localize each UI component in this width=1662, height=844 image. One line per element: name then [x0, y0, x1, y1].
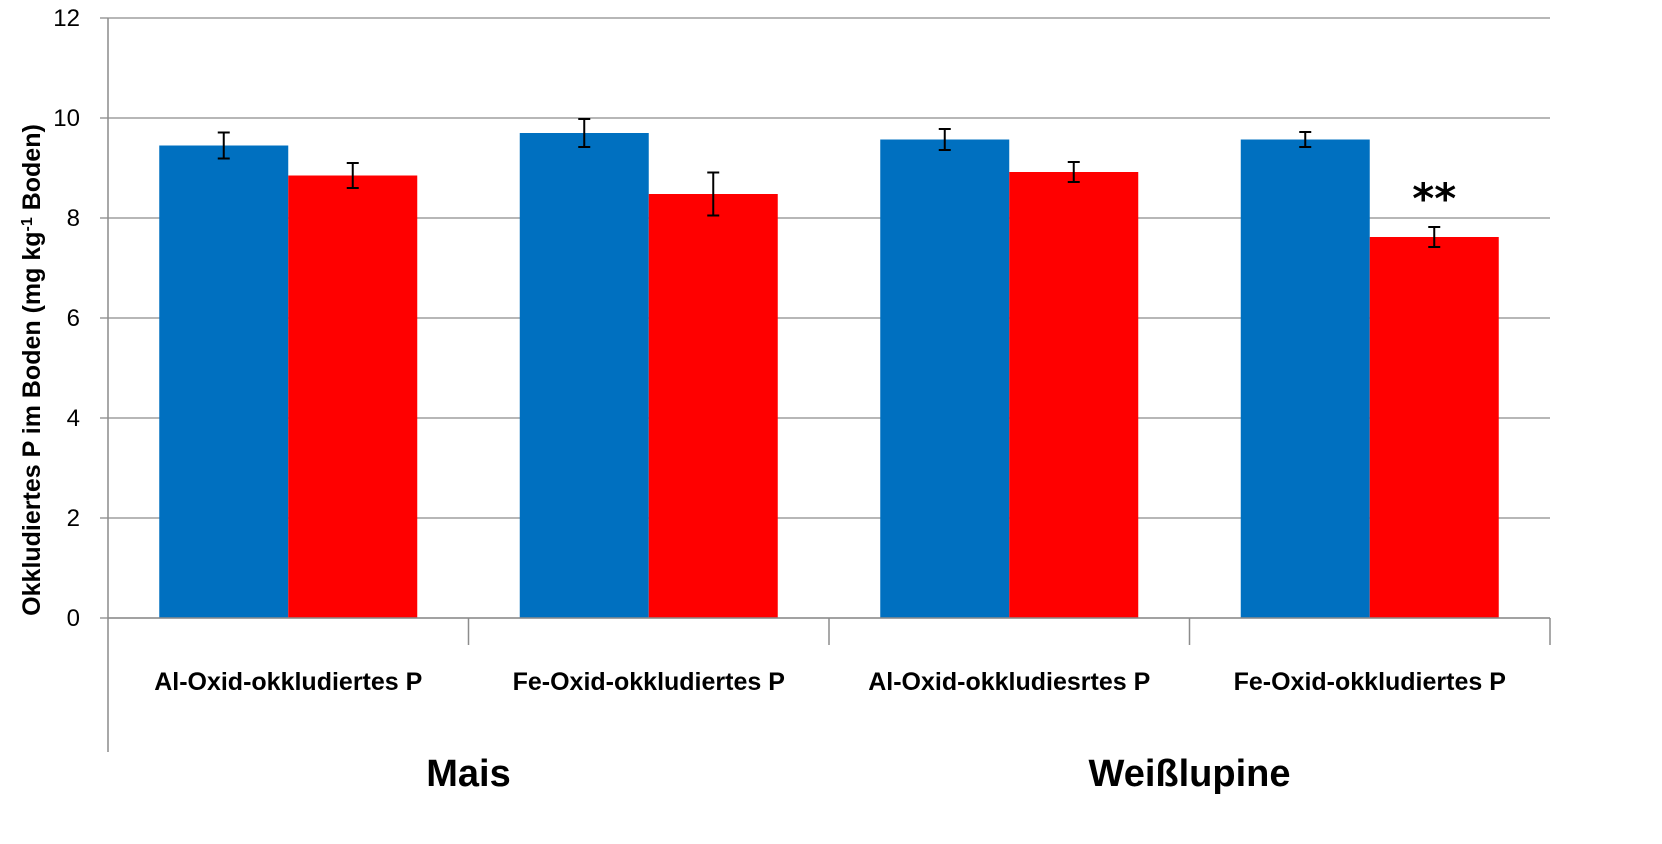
error-bar [707, 171, 720, 217]
bar [648, 194, 778, 618]
y-axis-title-end: Boden) [18, 124, 46, 217]
y-tick-label: 4 [67, 405, 80, 432]
bar [159, 145, 289, 618]
category-label: Al-Oxid-okkludiertes P [154, 668, 422, 696]
y-tick-label: 10 [53, 105, 80, 132]
bar [1369, 237, 1499, 618]
y-tick-label: 6 [67, 305, 80, 332]
group-label: Weißlupine [1089, 753, 1291, 795]
bar [880, 139, 1010, 618]
category-label: Fe-Oxid-okkludiertes P [513, 668, 785, 696]
error-bar [346, 162, 359, 189]
y-axis-title: Okkludiertes P im Boden (mg kg-1 Boden) [18, 124, 46, 616]
error-bar [938, 128, 951, 151]
bar [1240, 139, 1370, 618]
error-bar [1299, 131, 1312, 148]
category-label: Al-Oxid-okkludiesrtes P [868, 668, 1150, 696]
axes [100, 17, 1551, 752]
y-tick-label: 2 [67, 505, 80, 532]
error-bar [217, 131, 230, 160]
y-axis-title-superscript: -1 [19, 217, 36, 231]
y-axis-title-main: Okkludiertes P im Boden (mg kg [18, 231, 46, 615]
y-tick-label: 8 [67, 205, 80, 232]
error-bars [217, 118, 1441, 248]
y-tick-label: 12 [53, 5, 80, 32]
group-label: Mais [426, 753, 510, 795]
bar [288, 175, 418, 618]
error-bar [578, 118, 591, 148]
significance-marker: ** [1412, 174, 1456, 223]
error-bar [1067, 161, 1080, 183]
error-bar [1428, 226, 1441, 248]
bar [519, 133, 649, 618]
y-tick-label: 0 [67, 605, 80, 632]
bars [159, 133, 1499, 618]
category-label: Fe-Oxid-okkludiertes P [1234, 668, 1506, 696]
axis-labels: 0 2 4 6 8 10 12 Al-Oxid-okkludiertes P Fe-Oxid-o… [53, 5, 1506, 795]
bar [1009, 172, 1139, 618]
